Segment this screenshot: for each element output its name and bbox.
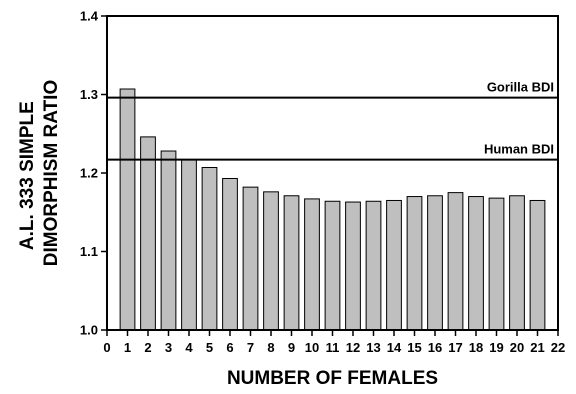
bar-12 bbox=[345, 201, 361, 331]
bar-14 bbox=[386, 199, 402, 331]
y-tick-label-1: 1.1 bbox=[80, 244, 98, 259]
x-tick-label-2: 2 bbox=[144, 340, 151, 355]
bar-4 bbox=[181, 159, 197, 331]
y-axis-title: A.L. 333 SIMPLE DIMORPHISM RATIO bbox=[17, 80, 62, 266]
y-tick-label-0: 1.0 bbox=[80, 323, 98, 338]
bar-7 bbox=[242, 186, 259, 331]
bar-2 bbox=[140, 136, 156, 331]
bar-1 bbox=[119, 88, 136, 331]
x-tick-label-6: 6 bbox=[226, 340, 233, 355]
x-axis-title: NUMBER OF FEMALES bbox=[227, 368, 438, 389]
x-tick-label-18: 18 bbox=[469, 340, 483, 355]
bar-20 bbox=[509, 195, 525, 331]
x-tick-label-12: 12 bbox=[346, 340, 360, 355]
y-tick-label-4: 1.4 bbox=[80, 9, 99, 24]
bar-3 bbox=[160, 150, 177, 331]
bar-19 bbox=[488, 197, 505, 331]
y-axis: 1.0 1.1 1.2 1.3 1.4 bbox=[80, 9, 107, 338]
x-tick-label-8: 8 bbox=[267, 340, 274, 355]
bar-8 bbox=[263, 191, 279, 331]
y-tick-label-2: 1.2 bbox=[80, 166, 98, 181]
x-tick-label-0: 0 bbox=[103, 340, 110, 355]
reference-label-0: Gorilla BDI bbox=[487, 80, 554, 95]
x-tick-label-21: 21 bbox=[530, 340, 544, 355]
bars-group bbox=[119, 88, 546, 331]
bar-16 bbox=[427, 195, 443, 331]
x-tick-label-7: 7 bbox=[247, 340, 254, 355]
x-tick-label-13: 13 bbox=[366, 340, 380, 355]
bar-17 bbox=[447, 192, 464, 331]
y-tick-label-3: 1.3 bbox=[80, 87, 98, 102]
x-tick-label-15: 15 bbox=[407, 340, 421, 355]
y-axis-title-line-1: A.L. 333 SIMPLE bbox=[17, 101, 38, 250]
y-axis-title-line-2: DIMORPHISM RATIO bbox=[41, 80, 62, 266]
bar-18 bbox=[468, 196, 484, 331]
bar-11 bbox=[324, 200, 341, 331]
x-tick-label-20: 20 bbox=[510, 340, 524, 355]
bar-15 bbox=[406, 196, 423, 331]
bar-21 bbox=[529, 199, 546, 331]
bar-13 bbox=[365, 200, 382, 331]
x-tick-label-16: 16 bbox=[428, 340, 442, 355]
x-tick-label-10: 10 bbox=[305, 340, 319, 355]
x-tick-label-4: 4 bbox=[185, 340, 193, 355]
x-tick-label-14: 14 bbox=[387, 340, 402, 355]
x-tick-label-1: 1 bbox=[124, 340, 131, 355]
reference-lines-group: Gorilla BDI Human BDI bbox=[107, 80, 558, 161]
x-axis: 0 1 2 3 4 5 6 7 8 9 10 11 12 13 14 15 16 17 18 19 20 21 22 bbox=[103, 330, 565, 355]
bar-6 bbox=[222, 177, 238, 331]
x-tick-label-9: 9 bbox=[288, 340, 295, 355]
x-tick-label-3: 3 bbox=[165, 340, 172, 355]
bar-9 bbox=[283, 195, 300, 331]
x-tick-label-19: 19 bbox=[489, 340, 503, 355]
x-tick-label-11: 11 bbox=[326, 340, 340, 355]
x-tick-label-17: 17 bbox=[448, 340, 462, 355]
x-tick-label-22: 22 bbox=[551, 340, 565, 355]
bar-5 bbox=[201, 167, 218, 331]
bar-10 bbox=[304, 198, 320, 331]
x-tick-label-5: 5 bbox=[206, 340, 213, 355]
reference-label-1: Human BDI bbox=[484, 142, 554, 157]
